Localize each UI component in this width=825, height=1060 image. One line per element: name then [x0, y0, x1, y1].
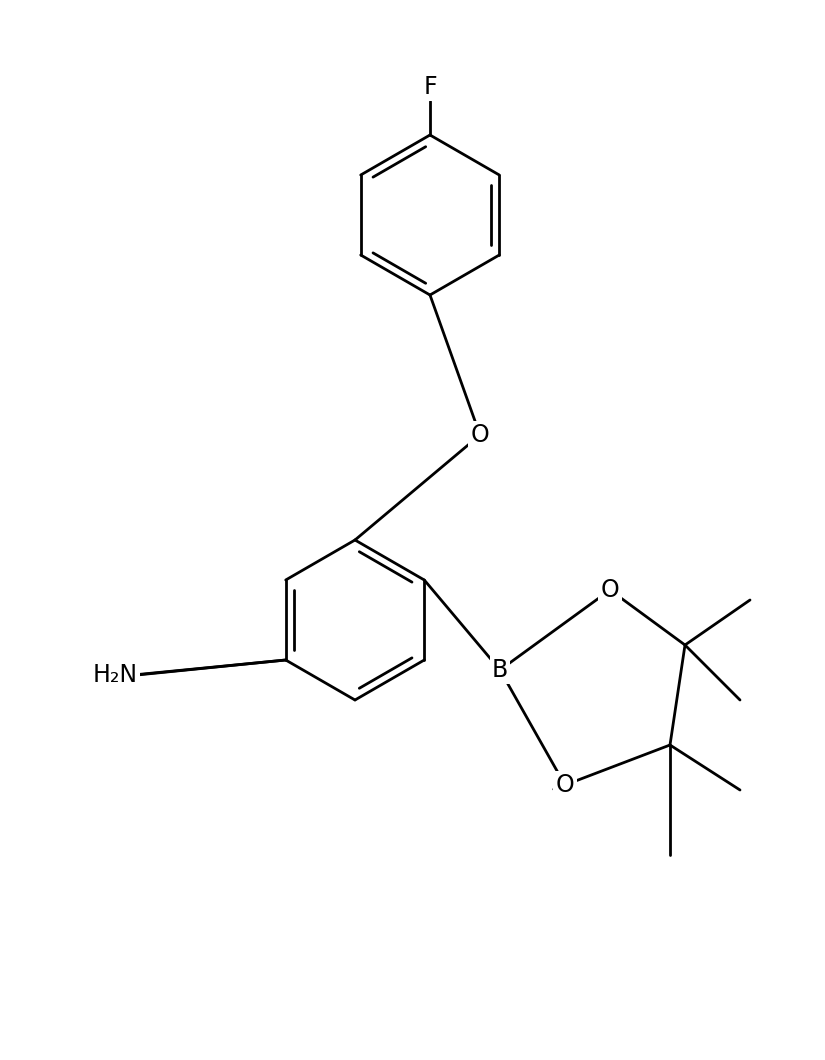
Text: H₂N: H₂N	[92, 662, 138, 687]
Text: F: F	[423, 75, 436, 99]
Text: O: O	[601, 578, 620, 602]
Text: B: B	[492, 658, 508, 682]
Text: O: O	[470, 423, 489, 447]
Text: O: O	[555, 773, 574, 797]
